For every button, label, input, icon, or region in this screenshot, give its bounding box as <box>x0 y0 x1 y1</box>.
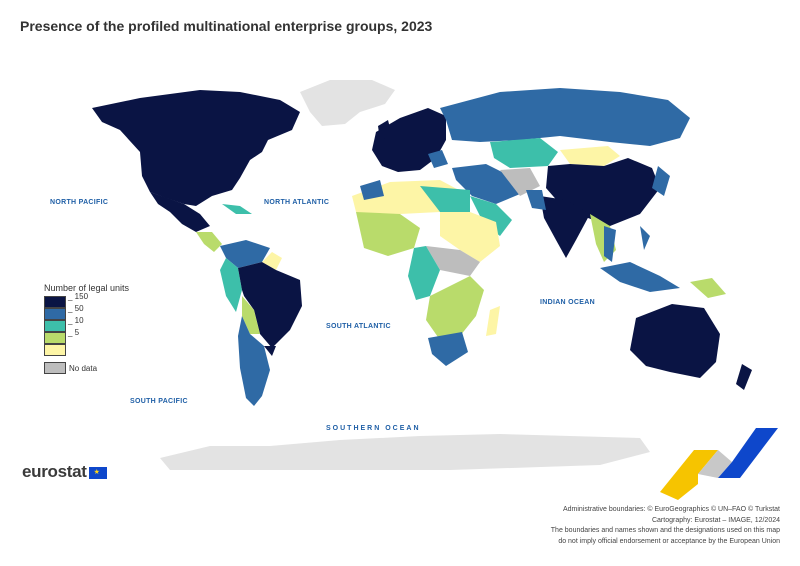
central-africa <box>408 246 440 300</box>
arabia <box>470 196 512 236</box>
logo-text: eurostat <box>22 462 87 481</box>
greenland <box>300 80 395 126</box>
japan-korea <box>652 166 670 196</box>
no-data-swatch <box>44 362 66 374</box>
west-africa <box>356 212 420 256</box>
legend-swatch <box>44 308 66 320</box>
mongolia <box>560 146 620 166</box>
eurostat-logo: eurostat <box>22 462 107 482</box>
mexico <box>150 192 210 232</box>
central-africa-grey <box>426 246 480 276</box>
ocean-label-southern-ocean: SOUTHERN OCEAN <box>326 425 421 432</box>
legend-class-4 <box>44 344 129 356</box>
legend-break-label: _ 50 <box>68 304 84 313</box>
legend-class-2: _ 10 <box>44 316 129 332</box>
legend-swatch <box>44 296 66 308</box>
credits: Administrative boundaries: © EuroGeograp… <box>551 505 780 547</box>
egypt-libya <box>420 186 470 212</box>
guianas <box>262 252 282 270</box>
credit-line-3: The boundaries and names shown and the d… <box>550 527 780 534</box>
turkey-iran <box>452 164 520 204</box>
legend-swatch <box>44 320 66 332</box>
madagascar <box>486 306 500 336</box>
papua <box>690 278 726 298</box>
south-africa <box>428 332 468 366</box>
ocean-label-north-atlantic: NORTH ATLANTIC <box>264 199 330 206</box>
eu-flag-icon <box>88 466 107 479</box>
legend: Number of legal units _ 150 _ 50 _ 10 _ 5 <box>44 283 129 356</box>
legend-class-3: _ 5 <box>44 328 129 344</box>
russia <box>440 88 690 146</box>
uk-ireland <box>378 120 392 140</box>
ocean-label-indian-ocean: INDIAN OCEAN <box>540 299 595 306</box>
australia <box>630 304 720 378</box>
bolivia-paraguay <box>242 296 260 334</box>
legend-swatch <box>44 344 66 356</box>
credit-line-2: Cartography: Eurostat – IMAGE, 12/2024 <box>651 516 780 524</box>
southern-africa <box>426 276 484 340</box>
canada-usa <box>92 90 300 206</box>
ocean-label-south-pacific: SOUTH PACIFIC <box>130 398 188 405</box>
legend-break-label: _ 10 <box>68 316 84 325</box>
antarctica <box>160 434 650 470</box>
central-america <box>196 232 222 252</box>
pakistan <box>526 190 546 210</box>
peru-ecuador <box>220 258 242 312</box>
argentina-chile <box>238 316 270 406</box>
middle-east-grey <box>500 168 540 196</box>
ocean-label-south-atlantic: SOUTH ATLANTIC <box>326 323 391 330</box>
philippines <box>640 226 650 250</box>
vietnam-thailand <box>604 226 616 262</box>
credit-line-4: do not imply official endorsement or acc… <box>558 537 780 545</box>
europe-core <box>372 108 446 172</box>
legend-break-label: _ 150 <box>68 292 89 301</box>
morocco <box>360 180 384 200</box>
caribbean <box>222 204 252 214</box>
brazil <box>238 262 302 348</box>
legend-no-data: No data <box>44 362 97 374</box>
legend-class-1: _ 50 <box>44 304 129 320</box>
credit-line-1: Administrative boundaries: © EuroGeograp… <box>562 506 780 513</box>
new-zealand <box>736 364 752 390</box>
indonesia <box>600 262 680 292</box>
colombia-venezuela <box>220 240 270 268</box>
decorative-chevron-graphic <box>660 428 778 500</box>
no-data-label: No data <box>69 363 98 373</box>
india <box>540 196 590 258</box>
legend-title: Number of legal units <box>44 283 130 293</box>
kazakhstan <box>490 138 558 168</box>
balkans <box>428 150 448 168</box>
uruguay <box>264 346 276 356</box>
east-africa <box>440 212 500 262</box>
map-title: Presence of the profiled multinational e… <box>20 18 433 34</box>
ocean-label-north-pacific: NORTH PACIFIC <box>50 199 109 206</box>
legend-class-0: _ 150 <box>44 292 129 308</box>
legend-swatch <box>44 332 66 344</box>
legend-break-label: _ 5 <box>68 328 80 337</box>
